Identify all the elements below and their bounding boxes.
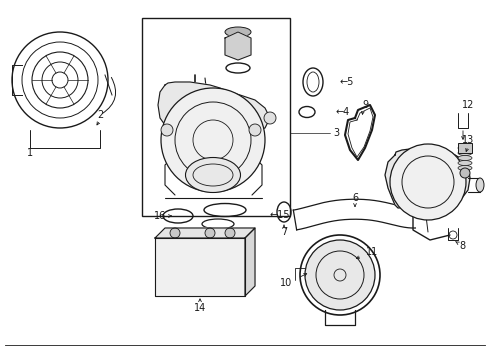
Bar [458,143,472,153]
Circle shape [305,240,375,310]
Text: ←5: ←5 [340,77,354,87]
Text: ←15: ←15 [270,210,291,220]
Text: 12: 12 [462,100,474,110]
Polygon shape [225,32,251,60]
Text: 6: 6 [352,193,358,203]
Ellipse shape [186,158,241,193]
Polygon shape [245,228,255,296]
Polygon shape [158,82,270,132]
Text: 2: 2 [97,110,103,120]
Text: 9: 9 [362,100,368,110]
Circle shape [460,168,470,178]
Text: 11: 11 [366,247,378,257]
Text: 7: 7 [281,227,287,237]
Circle shape [225,228,235,238]
Circle shape [170,228,180,238]
Ellipse shape [458,156,472,161]
Text: 1: 1 [27,148,33,158]
Text: 16: 16 [154,211,166,221]
Ellipse shape [225,27,251,37]
Polygon shape [155,228,255,238]
Polygon shape [155,238,245,296]
Ellipse shape [458,161,472,166]
Circle shape [205,228,215,238]
Ellipse shape [458,145,472,150]
Text: 8: 8 [459,241,465,251]
Circle shape [249,124,261,136]
Text: 14: 14 [194,303,206,313]
Text: 13: 13 [462,135,474,145]
Text: ←4: ←4 [336,107,350,117]
Text: 3: 3 [333,128,339,138]
Text: 10: 10 [280,278,292,288]
Circle shape [161,88,265,192]
Ellipse shape [458,150,472,156]
Ellipse shape [476,178,484,192]
Circle shape [264,112,276,124]
Circle shape [161,124,173,136]
Polygon shape [385,148,470,208]
Circle shape [390,144,466,220]
Ellipse shape [458,166,472,171]
Bar [142,18,290,216]
